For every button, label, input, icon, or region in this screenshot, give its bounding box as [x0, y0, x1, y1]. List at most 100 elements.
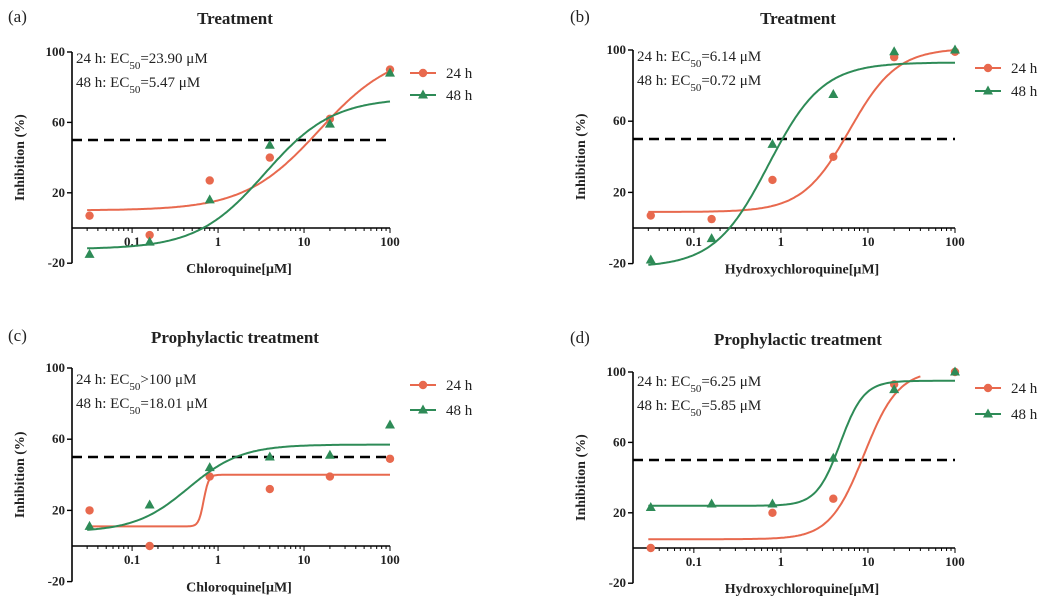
data-point-48h	[828, 452, 839, 462]
data-point-24h	[829, 152, 838, 161]
data-point-48h	[645, 254, 656, 264]
data-point-48h	[706, 233, 717, 243]
legend-marker-triangle	[983, 408, 993, 418]
legend-label: 24 h	[446, 66, 473, 82]
data-point-24h	[85, 506, 94, 515]
data-point-48h	[264, 139, 275, 149]
data-point-24h	[829, 494, 838, 503]
data-point-24h	[205, 176, 214, 185]
data-point-48h	[385, 419, 395, 429]
data-point-24h	[385, 454, 395, 463]
panel-d: (d) Prophylactic treatment -20 20 60 100 0.1 1 1…	[570, 328, 1038, 597]
ec50-annotation: 24 h: EC50>100 μM	[76, 372, 196, 393]
y-tick-label: -20	[48, 255, 65, 270]
y-tick-label: 60	[613, 113, 626, 128]
chart-title: Prophylactic treatment	[151, 328, 319, 347]
chart-title: Prophylactic treatment	[714, 330, 882, 349]
panel-c: (c) Prophylactic treatment -20 20 60 100 0.1 1 1…	[8, 326, 473, 596]
chart-title: Treatment	[197, 9, 273, 28]
x-tick-label: 10	[298, 234, 311, 249]
data-point-24h	[768, 508, 777, 517]
y-tick-label: 100	[607, 364, 627, 379]
x-axis-label: Hydroxychloroquine[μM]	[725, 582, 879, 597]
annotation-subscript: 50	[129, 60, 141, 72]
annotation-prefix: 24 h: EC	[637, 374, 690, 390]
y-tick-label: -20	[609, 256, 626, 271]
annotation-value: =18.01 μM	[140, 396, 207, 412]
fit-curve-48h	[87, 443, 390, 531]
fit-curve-24h	[87, 70, 391, 212]
data-point-24h	[768, 175, 777, 185]
legend-label: 24 h	[1011, 61, 1038, 77]
y-tick-label: -20	[609, 575, 626, 590]
annotation-prefix: 24 h: EC	[76, 51, 129, 67]
x-axis-label: Hydroxychloroquine[μM]	[725, 263, 879, 278]
annotation-value: =5.85 μM	[701, 398, 761, 414]
annotation-subscript: 50	[690, 383, 702, 395]
annotation-value: =23.90 μM	[140, 51, 207, 67]
x-tick-label: 100	[945, 554, 965, 569]
data-point-48h	[767, 138, 778, 148]
data-point-48h	[204, 194, 215, 204]
x-tick-label: 1	[215, 552, 222, 567]
annotation-prefix: 48 h: EC	[76, 75, 129, 91]
annotation-prefix: 48 h: EC	[76, 396, 129, 412]
annotation-subscript: 50	[129, 405, 141, 417]
y-tick-label: 20	[52, 502, 65, 517]
y-tick-label: 100	[46, 44, 66, 59]
annotation-prefix: 24 h: EC	[76, 372, 129, 388]
legend-label: 24 h	[446, 378, 473, 394]
ec50-annotation: 48 h: EC50=5.85 μM	[637, 398, 761, 419]
data-point-24h	[707, 214, 716, 224]
x-axis-label: Chloroquine[μM]	[186, 581, 292, 596]
x-tick-label: 10	[861, 554, 874, 569]
annotation-prefix: 24 h: EC	[637, 49, 690, 65]
data-point-48h	[324, 449, 335, 459]
ec50-annotation: 24 h: EC50=23.90 μM	[76, 51, 208, 72]
legend-marker-circle	[418, 68, 428, 78]
annotation-subscript: 50	[129, 84, 141, 96]
data-point-48h	[324, 118, 335, 128]
fit-curve-24h	[87, 473, 390, 528]
data-point-48h	[84, 520, 95, 530]
data-point-48h	[264, 451, 275, 461]
fit-curve-24h	[648, 49, 956, 213]
panel-label: (c)	[8, 326, 27, 345]
ec50-annotation: 48 h: EC50=18.01 μM	[76, 396, 208, 417]
y-tick-label: 20	[52, 185, 65, 200]
x-tick-label: 10	[298, 552, 311, 567]
panel-label: (d)	[570, 328, 590, 347]
data-point-48h	[950, 366, 960, 376]
legend-label: 24 h	[1011, 381, 1038, 397]
annotation-subscript: 50	[690, 82, 702, 94]
data-point-24h	[145, 230, 154, 240]
x-tick-label: 100	[380, 234, 400, 249]
fit-curve-48h	[648, 379, 955, 507]
data-point-48h	[950, 44, 960, 54]
annotation-subscript: 50	[690, 58, 702, 70]
y-tick-label: 60	[52, 431, 65, 446]
x-tick-label: 10	[861, 234, 874, 249]
x-tick-label: 0.1	[686, 554, 702, 569]
annotation-value: =5.47 μM	[140, 75, 200, 91]
annotation-value: >100 μM	[140, 372, 196, 388]
y-tick-label: 100	[46, 360, 66, 375]
data-point-24h	[265, 153, 275, 162]
annotation-prefix: 48 h: EC	[637, 398, 690, 414]
x-tick-label: 100	[380, 552, 400, 567]
legend-label: 48 h	[446, 88, 473, 104]
data-point-48h	[144, 236, 155, 246]
annotation-value: =6.14 μM	[701, 49, 761, 65]
data-point-24h	[646, 543, 655, 553]
y-tick-label: 60	[52, 114, 65, 129]
annotation-subscript: 50	[129, 381, 141, 393]
data-point-24h	[145, 541, 154, 551]
panel-b: (b) Treatment -20 20 60 100 0.1 1 10 100 Hydroxych…	[570, 7, 1038, 278]
data-point-48h	[828, 89, 839, 98]
data-point-48h	[706, 498, 717, 508]
annotation-subscript: 50	[690, 407, 702, 419]
fit-curve-24h	[648, 375, 921, 541]
legend-marker-triangle	[418, 89, 428, 99]
data-point-48h	[385, 67, 395, 77]
